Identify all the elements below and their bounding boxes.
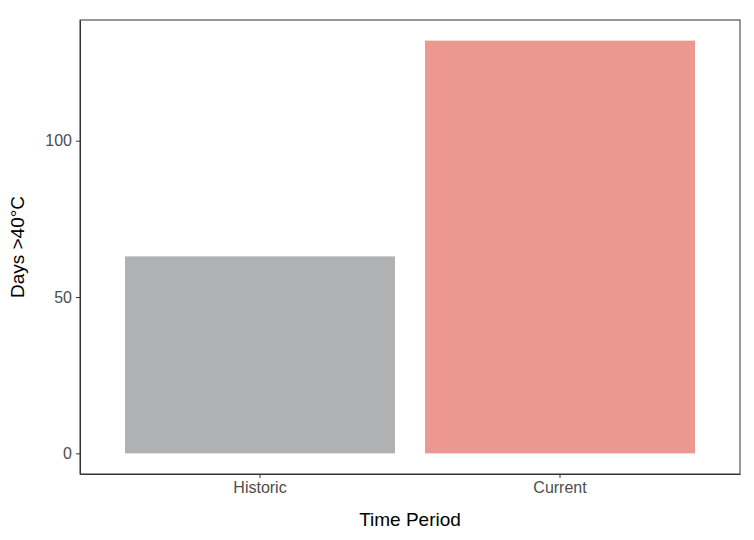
plot-frame <box>80 20 740 474</box>
y-tick-label: 0 <box>63 445 72 462</box>
y-axis-title: Days >40°C <box>7 196 28 298</box>
chart: 0 50 100 Historic Current Time Period Days >40… <box>0 0 754 540</box>
y-tick-label: 100 <box>45 132 72 149</box>
y-axis: 0 50 100 <box>45 21 80 475</box>
x-tick: Historic <box>233 474 286 496</box>
x-tick-label: Historic <box>233 479 286 496</box>
y-tick-mark <box>76 297 80 298</box>
x-axis-title: Time Period <box>359 509 461 530</box>
x-tick: Current <box>533 474 587 496</box>
y-tick-label: 50 <box>54 289 72 306</box>
x-tick-mark <box>560 474 561 478</box>
bars <box>125 41 695 454</box>
x-tick-mark <box>260 474 261 478</box>
y-tick: 100 <box>45 132 80 149</box>
y-tick: 50 <box>54 289 80 306</box>
y-tick: 0 <box>63 445 80 462</box>
y-tick-mark <box>76 453 80 454</box>
plot-background <box>80 20 740 474</box>
x-axis: Historic Current <box>81 474 741 496</box>
bar <box>425 41 695 454</box>
bar <box>125 256 395 453</box>
x-tick-label: Current <box>533 479 587 496</box>
y-tick-mark <box>76 141 80 142</box>
